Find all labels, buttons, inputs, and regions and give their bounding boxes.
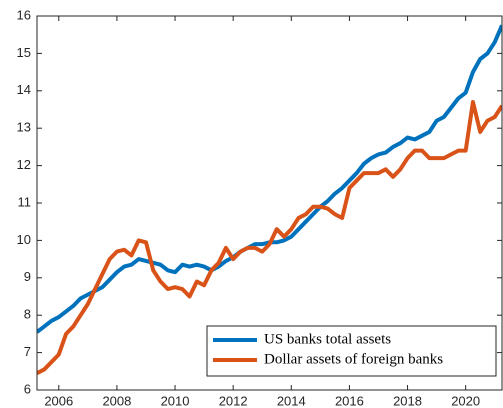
x-tick-label: 2016 (335, 393, 364, 408)
x-tick-label: 2008 (102, 393, 131, 408)
x-tick-label: 2020 (451, 393, 480, 408)
y-tick-label: 15 (17, 45, 31, 60)
y-tick-label: 16 (17, 7, 31, 22)
y-tick-label: 6 (24, 381, 31, 396)
legend: US banks total assets Dollar assets of fo… (206, 325, 497, 377)
y-tick-label: 10 (17, 232, 31, 247)
x-tick-label: 2012 (219, 393, 248, 408)
axes-box (36, 15, 503, 391)
legend-label: Dollar assets of foreign banks (264, 351, 443, 367)
legend-box (206, 325, 497, 377)
y-tick-label: 13 (17, 120, 31, 135)
y-tick-label: 8 (24, 307, 31, 322)
y-tick-label: 9 (24, 269, 31, 284)
data-line (37, 100, 502, 375)
x-tick-label: 2014 (277, 393, 306, 408)
y-tick-label: 7 (24, 344, 31, 359)
legend-label: US banks total assets (264, 331, 391, 347)
y-tick-label: 12 (17, 157, 31, 172)
y-tick-label: 11 (18, 194, 32, 209)
x-tick-label: 2010 (161, 393, 190, 408)
y-tick-label: 14 (17, 82, 31, 97)
x-tick-label: 2006 (44, 393, 73, 408)
x-tick-label: 2018 (393, 393, 422, 408)
series-group (37, 24, 502, 375)
